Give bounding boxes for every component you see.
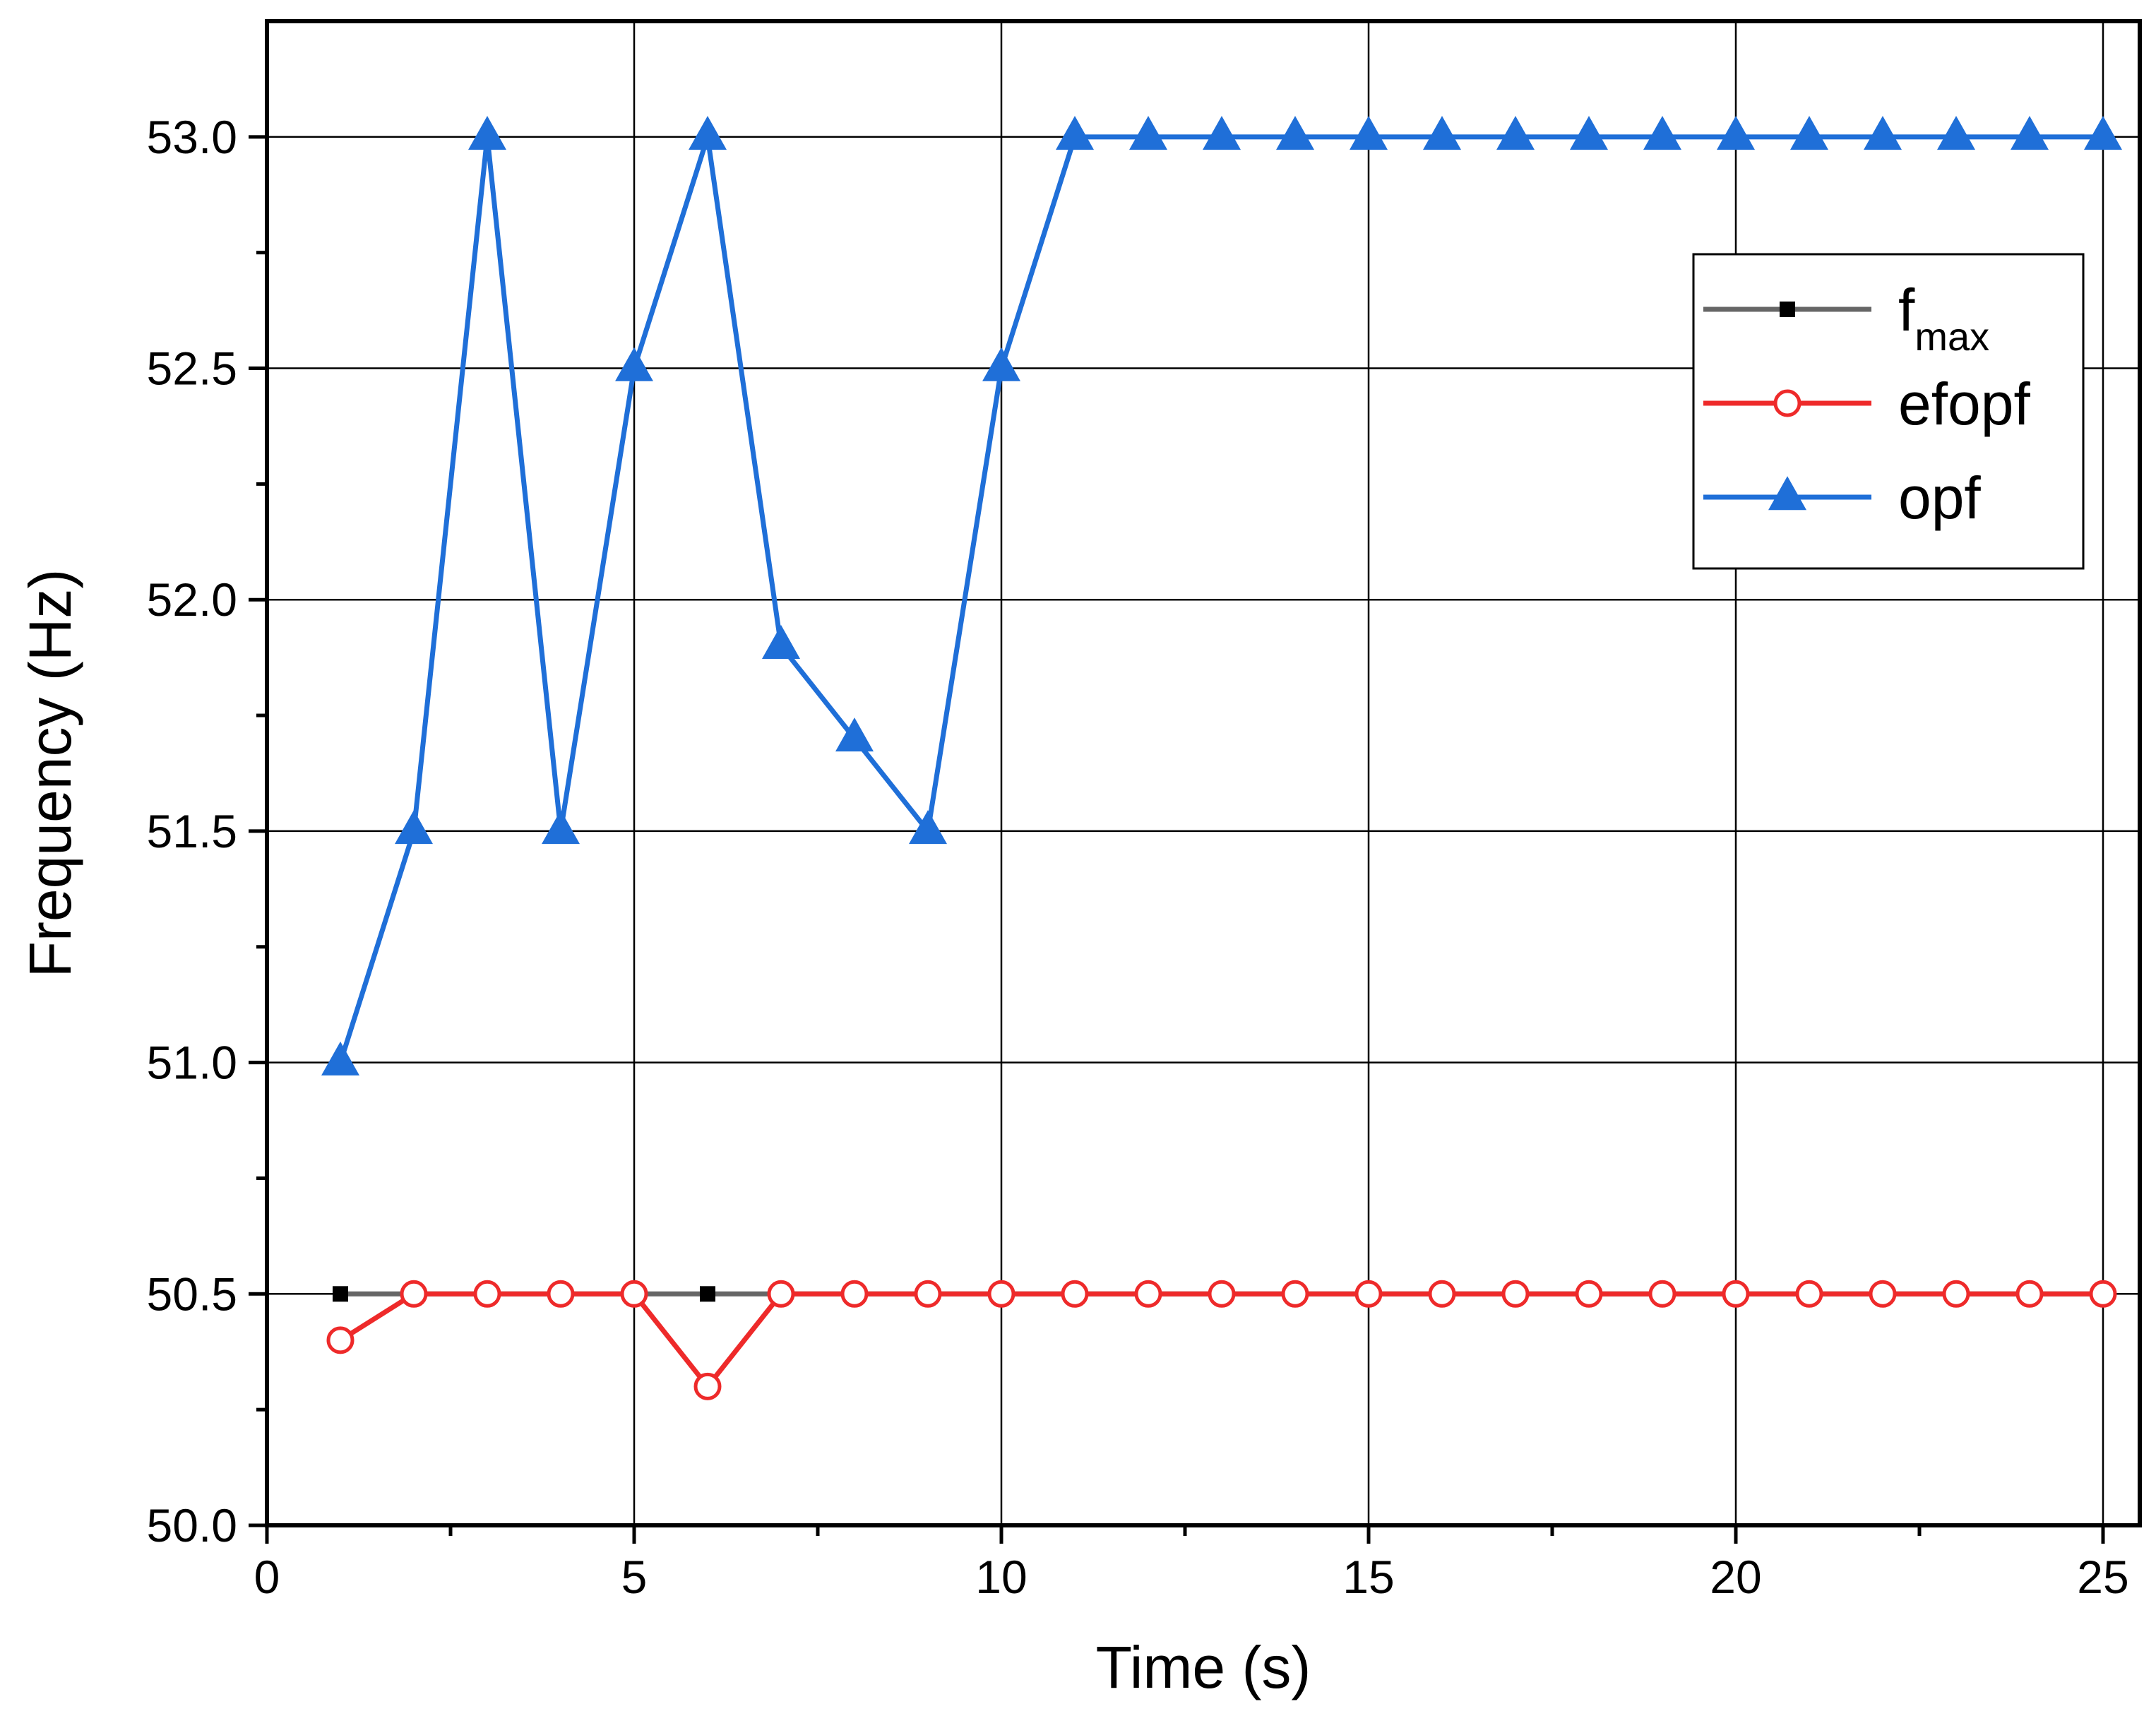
data-point-efopf	[914, 1280, 942, 1308]
x-tick-label: 15	[1342, 1551, 1394, 1603]
legend-marker-f	[1780, 302, 1795, 317]
data-point-efopf	[2089, 1280, 2117, 1308]
y-tick-label: 50.5	[147, 1268, 237, 1320]
data-point-efopf	[1869, 1280, 1897, 1308]
data-point-efopf	[326, 1326, 355, 1354]
data-point-efopf	[1722, 1280, 1750, 1308]
data-point-efopf	[1501, 1280, 1530, 1308]
data-point-opf	[1129, 116, 1167, 150]
data-point-efopf	[1648, 1280, 1676, 1308]
data-point-opf	[1203, 116, 1241, 150]
data-point-efopf	[473, 1280, 501, 1308]
x-tick-label: 5	[621, 1551, 648, 1603]
data-point-efopf	[1208, 1280, 1236, 1308]
y-tick-label: 50.0	[147, 1499, 237, 1551]
x-tick-label: 20	[1710, 1551, 1761, 1603]
data-point-opf	[1423, 116, 1461, 150]
data-point-efopf	[1061, 1280, 1089, 1308]
data-point-efopf	[2015, 1280, 2044, 1308]
series-markers	[321, 116, 2122, 1400]
data-point-efopf	[400, 1280, 428, 1308]
data-point-opf	[1717, 116, 1755, 150]
data-point-opf	[1056, 116, 1094, 150]
data-point-efopf	[1354, 1280, 1383, 1308]
data-point-efopf	[840, 1280, 869, 1308]
data-point-opf	[1496, 116, 1535, 150]
data-point-opf	[1790, 116, 1828, 150]
data-point-opf	[1937, 116, 1975, 150]
data-point-opf	[395, 810, 433, 845]
data-point-opf	[321, 1041, 359, 1076]
data-point-opf	[1864, 116, 1902, 150]
data-point-opf	[542, 810, 580, 845]
y-tick-label: 52.0	[147, 573, 237, 626]
x-tick-label: 0	[254, 1551, 280, 1603]
data-point-efopf	[1134, 1280, 1162, 1308]
legend-box	[1692, 253, 2085, 570]
data-point-opf	[835, 717, 874, 752]
data-point-opf	[762, 625, 800, 660]
data-point-opf	[1276, 116, 1314, 150]
data-point-efopf	[547, 1280, 575, 1308]
data-point-efopf	[1281, 1280, 1309, 1308]
legend-marker-efopf	[1773, 389, 1801, 417]
x-tick-label: 25	[2077, 1551, 2128, 1603]
data-point-efopf	[1428, 1280, 1456, 1308]
data-point-opf	[468, 116, 506, 150]
data-point-f	[333, 1286, 348, 1302]
tick-labels: 0 5 10 15 20 25 50.0 50.5 51.0 51.5 52.0 52.5 53.0	[147, 111, 2129, 1603]
y-tick-label: 53.0	[147, 111, 237, 163]
data-point-efopf	[987, 1280, 1016, 1308]
data-point-opf	[2084, 116, 2122, 150]
axis-ticks	[249, 135, 2105, 1544]
legend-label-opf: opf	[1898, 465, 1981, 531]
y-tick-label: 52.5	[147, 342, 237, 395]
y-tick-label: 51.5	[147, 805, 237, 857]
data-point-efopf	[1795, 1280, 1823, 1308]
y-tick-label: 51.0	[147, 1037, 237, 1089]
legend-label-efopf: efopf	[1898, 371, 2030, 437]
legend-label-subscript: max	[1914, 314, 1989, 359]
data-point-efopf	[693, 1372, 722, 1400]
y-axis-title: Frequency (Hz)	[17, 569, 83, 978]
x-tick-label: 10	[975, 1551, 1027, 1603]
data-point-efopf	[767, 1280, 795, 1308]
legend-marker-opf	[1768, 476, 1806, 511]
data-point-opf	[1350, 116, 1388, 150]
data-point-opf	[1643, 116, 1681, 150]
data-point-opf	[909, 810, 947, 845]
plot-area-frame	[265, 19, 2142, 1527]
data-point-f	[700, 1286, 715, 1302]
data-point-opf	[1570, 116, 1608, 150]
data-point-efopf	[620, 1280, 648, 1308]
data-point-opf	[982, 347, 1020, 381]
data-point-efopf	[1575, 1280, 1603, 1308]
data-point-opf	[689, 116, 727, 150]
data-point-opf	[615, 347, 653, 381]
data-point-efopf	[1942, 1280, 1970, 1308]
x-axis-title: Time (s)	[1096, 1634, 1311, 1700]
data-point-opf	[2011, 116, 2049, 150]
